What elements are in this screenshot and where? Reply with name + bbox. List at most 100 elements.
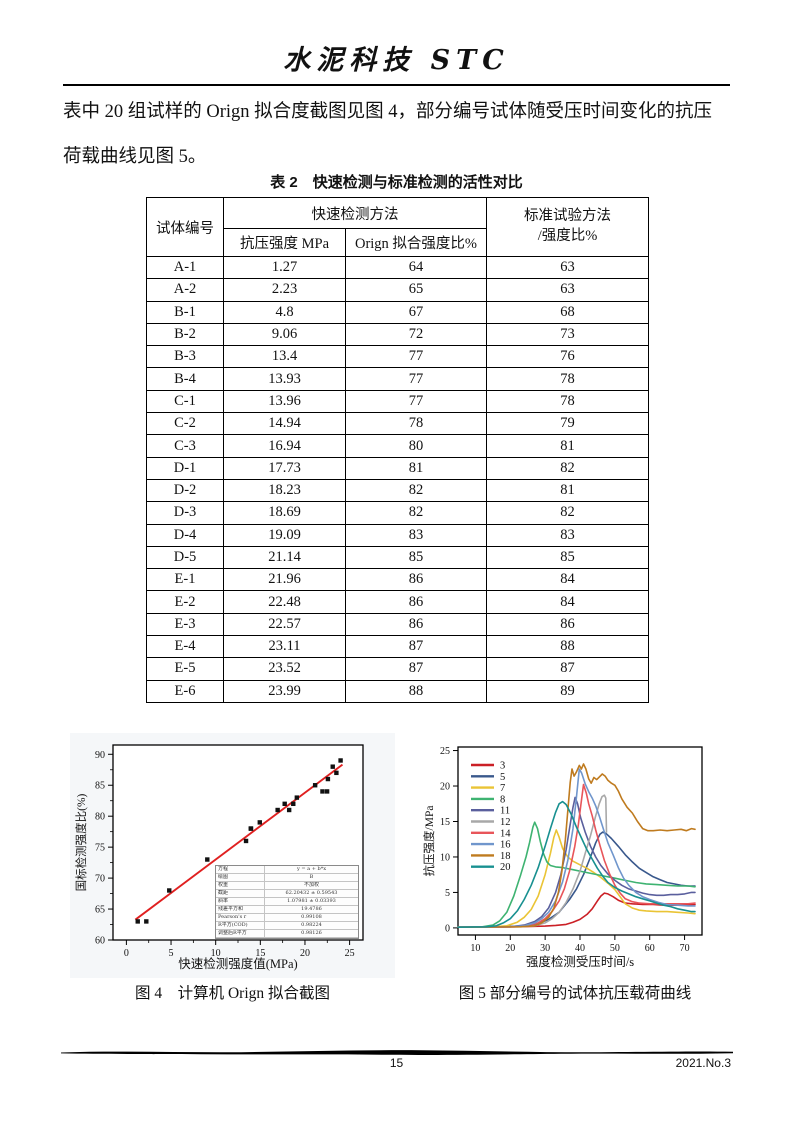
table-cell: 83 xyxy=(345,523,487,547)
inset-cell: Pearson's r xyxy=(216,913,265,922)
inset-cell: 截距 xyxy=(216,889,265,898)
svg-text:15: 15 xyxy=(255,948,265,959)
inset-cell: 斜率 xyxy=(216,897,265,906)
table-cell: 86 xyxy=(345,590,487,614)
inset-cell: 不加权 xyxy=(264,881,358,890)
inset-cell: B xyxy=(264,873,358,882)
table-cell: 81 xyxy=(345,456,487,480)
svg-text:3: 3 xyxy=(500,761,505,772)
svg-text:12: 12 xyxy=(500,817,511,828)
fit-statistics-inset-table: 方程 y = a + b*x 绘图 B 权重 不加权 截距 62.20432 ± 0.5954… xyxy=(215,865,359,939)
table-cell: 23.99 xyxy=(223,679,346,703)
table-cell: 86 xyxy=(486,612,649,637)
table-cell: D-4 xyxy=(146,523,224,547)
table-cell: 79 xyxy=(486,412,649,436)
activity-comparison-table: 试体编号 快速检测方法 标准试验方法/强度比% 抗压强度 MPa Orign 拟合强度比… xyxy=(146,197,649,703)
table-row: E-6 23.99 88 89 xyxy=(146,679,649,703)
svg-text:85: 85 xyxy=(95,781,105,792)
table-row: B-1 4.8 67 68 xyxy=(146,300,649,324)
table-cell: 2.23 xyxy=(223,278,346,302)
inset-row: R平方(COD) 0.98224 xyxy=(216,921,358,930)
table-cell: 87 xyxy=(345,635,487,659)
inset-cell: 绘图 xyxy=(216,873,265,882)
table-cell: 1.27 xyxy=(223,255,346,280)
svg-text:70: 70 xyxy=(95,874,105,885)
svg-text:抗压强度/MPa: 抗压强度/MPa xyxy=(422,806,436,877)
svg-text:16: 16 xyxy=(500,840,511,851)
table-cell: 86 xyxy=(345,612,487,637)
table-cell: 80 xyxy=(345,434,487,458)
table-cell: 78 xyxy=(486,367,649,391)
table-cell: 23.11 xyxy=(223,635,346,659)
figure5-line-chart: 10 20 30 40 50 60 7005101520253578111214161820… xyxy=(422,746,703,969)
table-cell: 82 xyxy=(345,478,487,503)
inset-cell: 0.98126 xyxy=(264,929,358,938)
table-cell: C-2 xyxy=(146,412,224,436)
svg-text:7: 7 xyxy=(500,783,505,794)
svg-text:90: 90 xyxy=(95,750,105,761)
inset-row: 残差平方和 19.4786 xyxy=(216,905,358,914)
table-row: E-1 21.96 86 84 xyxy=(146,568,649,592)
svg-text:8: 8 xyxy=(500,794,505,805)
table-row: D-3 18.69 82 82 xyxy=(146,501,649,525)
table-cell: 18.69 xyxy=(223,501,346,525)
table-cell: E-4 xyxy=(146,635,224,659)
table-cell: 88 xyxy=(345,679,487,703)
table-row: E-3 22.57 86 86 xyxy=(146,612,649,637)
table-row: D-5 21.14 85 85 xyxy=(146,545,649,570)
table-row: D-1 17.73 81 82 xyxy=(146,456,649,480)
table-cell: B-4 xyxy=(146,367,224,391)
table-cell: B-1 xyxy=(146,300,224,324)
series-line-18 xyxy=(457,763,696,928)
figure4-caption: 图 4 计算机 Orign 拟合截图 xyxy=(134,985,331,1002)
svg-text:25: 25 xyxy=(440,746,450,757)
table-row: D-4 19.09 83 83 xyxy=(146,523,649,547)
table-row: C-2 14.94 78 79 xyxy=(146,412,649,436)
inset-cell: 19.4786 xyxy=(264,905,358,914)
table-cell: 84 xyxy=(486,590,649,614)
body-paragraph: 表中 20 组试样的 Orign 拟合度截图见图 4，部分编号试体随受压时间变化… xyxy=(63,90,731,180)
table-cell: B-3 xyxy=(146,345,224,369)
footer-brush-rule xyxy=(61,1044,733,1062)
table-cell: B-2 xyxy=(146,322,224,347)
inset-cell: R平方(COD) xyxy=(216,921,265,930)
series-line-20 xyxy=(457,800,696,928)
table-cell: 78 xyxy=(345,412,487,436)
svg-text:11: 11 xyxy=(500,806,510,817)
inset-row: Pearson's r 0.99108 xyxy=(216,913,358,922)
table-cell: 14.94 xyxy=(223,412,346,436)
inset-cell: y = a + b*x xyxy=(264,866,358,874)
table-cell: 87 xyxy=(486,657,649,681)
table-row: D-2 18.23 82 81 xyxy=(146,478,649,503)
table-cell: D-2 xyxy=(146,478,224,503)
svg-text:5: 5 xyxy=(169,948,174,959)
table-cell: 77 xyxy=(345,345,487,369)
svg-text:0: 0 xyxy=(445,923,450,934)
table-cell: E-2 xyxy=(146,590,224,614)
table-cell: 85 xyxy=(486,545,649,570)
series-line-12 xyxy=(457,794,608,928)
table-cell: 84 xyxy=(486,568,649,592)
svg-text:5: 5 xyxy=(445,888,450,899)
issue-number: 2021.No.3 xyxy=(675,1056,731,1070)
table-row: C-1 13.96 77 78 xyxy=(146,389,649,414)
svg-text:75: 75 xyxy=(95,843,105,854)
svg-text:14: 14 xyxy=(500,828,511,839)
table-cell: E-5 xyxy=(146,657,224,681)
table-cell: 77 xyxy=(345,367,487,391)
svg-text:70: 70 xyxy=(680,943,690,954)
svg-text:10: 10 xyxy=(211,948,221,959)
col-header-orign-ratio: Orign 拟合强度比% xyxy=(345,228,487,257)
figure4-scatter-chart: 0 5 10 15 20 25 60 65 70 75 80 85 90 快速检测强度值(MPa) 国标检测… xyxy=(74,744,364,971)
table-row: A-1 1.27 64 63 xyxy=(146,255,649,280)
inset-cell: 0.98224 xyxy=(264,921,358,930)
table-cell: 16.94 xyxy=(223,434,346,458)
series-line-7 xyxy=(457,829,696,928)
table-cell: 63 xyxy=(486,255,649,280)
table-row: E-4 23.11 87 88 xyxy=(146,635,649,659)
svg-text:15: 15 xyxy=(440,817,450,828)
table-cell: 13.4 xyxy=(223,345,346,369)
table-cell: 76 xyxy=(486,345,649,369)
col-header-specimen: 试体编号 xyxy=(146,197,224,257)
